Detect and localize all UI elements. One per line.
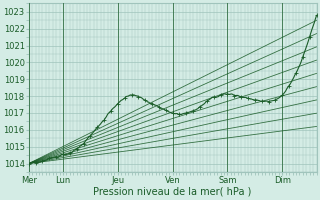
X-axis label: Pression niveau de la mer( hPa ): Pression niveau de la mer( hPa ) [93, 187, 252, 197]
